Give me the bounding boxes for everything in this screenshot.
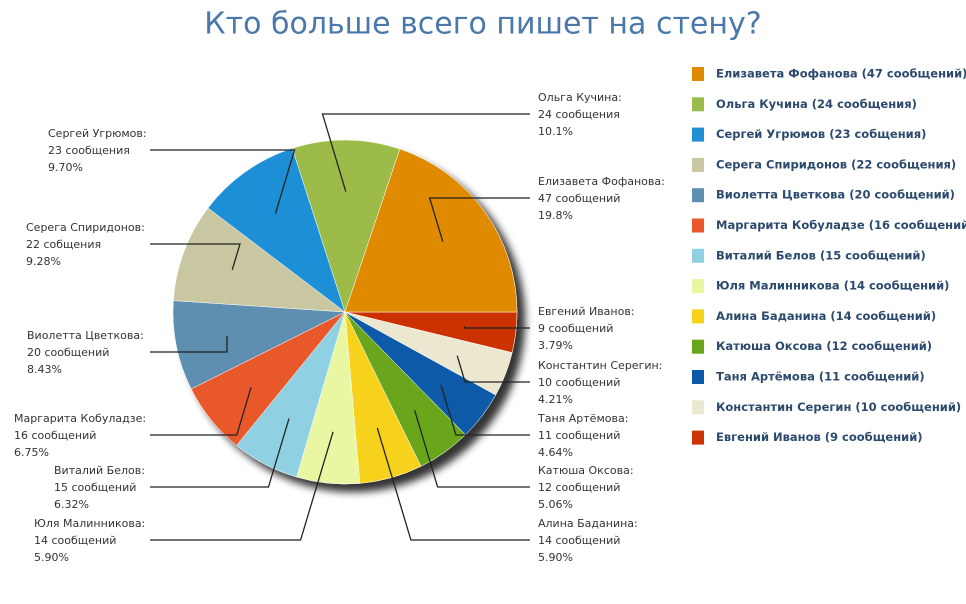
slice-label-percent: 4.64%: [538, 446, 573, 459]
legend-label: Константин Серегин (10 сообщений): [716, 400, 961, 414]
slice-label-count: 15 сообщений: [54, 481, 136, 494]
leader-line: [376, 427, 530, 541]
legend-swatch: [692, 430, 704, 445]
leader-line: [463, 326, 530, 329]
legend-swatch: [692, 370, 704, 384]
leader-line: [321, 113, 530, 192]
leader-line: [150, 418, 290, 488]
legend-label: Виолетта Цветкова (20 сообщений): [716, 188, 955, 202]
slice-label-count: 16 сообщений: [14, 429, 96, 442]
legend-label: Маргарита Кобуладзе (16 сообщений): [716, 218, 966, 232]
legend-swatch: [692, 400, 704, 415]
slice-label-count: 10 сообщений: [538, 376, 620, 389]
slice-label-name: Елизавета Фофанова:: [538, 175, 665, 188]
slice-label-percent: 5.90%: [538, 551, 573, 564]
leader-line: [150, 243, 241, 271]
legend-swatch: [692, 157, 704, 172]
chart-title: Кто больше всего пишет на стену?: [204, 7, 761, 42]
legend-swatch: [692, 248, 704, 263]
legend-swatch: [692, 127, 704, 142]
legend-label: Таня Артёмова (11 сообщений): [716, 370, 925, 384]
leader-line: [440, 384, 530, 436]
legend-label: Евгений Иванов (9 сообщений): [716, 430, 923, 444]
slice-label-percent: 6.32%: [54, 498, 89, 511]
slice-label-count: 24 сообщения: [538, 108, 620, 121]
slice-label-name: Маргарита Кобуладзе:: [14, 412, 146, 425]
slice-label-name: Виолетта Цветкова:: [27, 329, 144, 342]
slice-label-name: Серега Спиридонов:: [26, 221, 145, 234]
legend-swatch: [692, 188, 704, 203]
legend-swatch: [692, 67, 704, 81]
pie: [172, 139, 518, 485]
slice-label-percent: 5.06%: [538, 498, 573, 511]
slice-label-count: 47 сообщений: [538, 192, 620, 205]
slice-label-count: 20 сообщений: [27, 346, 109, 359]
slice-label-name: Алина Баданина:: [538, 517, 638, 530]
legend-swatch: [692, 339, 704, 354]
slice-label-count: 12 сообщений: [538, 481, 620, 494]
slice-label-name: Таня Артёмова:: [537, 412, 628, 425]
pie-slice: [291, 139, 401, 313]
slice-label-name: Ольга Кучина:: [538, 91, 622, 104]
slice-label-count: 23 сообщения: [48, 144, 130, 157]
pie-slice: [172, 300, 346, 390]
slice-label-percent: 8.43%: [27, 363, 62, 376]
slice-label-count: 11 сообщений: [538, 429, 620, 442]
legend-label: Елизавета Фофанова (47 сообщений): [716, 67, 966, 81]
slice-label-percent: 19.8%: [538, 209, 573, 222]
legend-label: Катюша Оксова (12 сообщений): [716, 339, 932, 353]
slice-label-count: 14 сообщений: [538, 534, 620, 547]
leader-line: [428, 197, 530, 242]
slice-label-name: Евгений Иванов:: [538, 305, 635, 318]
legend-swatch: [692, 97, 704, 112]
slice-label-name: Виталий Белов:: [54, 464, 145, 477]
legend-swatch: [692, 279, 704, 294]
leader-line: [413, 410, 530, 488]
legend-label: Виталий Белов (15 сообщений): [716, 248, 926, 262]
slice-label-percent: 3.79%: [538, 339, 573, 352]
slice-label-count: 9 сообщений: [538, 322, 613, 335]
leader-line: [150, 387, 252, 436]
legend-label: Алина Баданина (14 сообщений): [716, 309, 936, 323]
legend-label: Серега Спиридонов (22 сообщения): [716, 157, 956, 171]
leader-line: [150, 149, 296, 214]
leader-line: [150, 431, 334, 541]
pie-slice: [173, 207, 346, 313]
slice-label-percent: 9.70%: [48, 161, 83, 174]
slice-label-percent: 5.90%: [34, 551, 69, 564]
slice-label-percent: 4.21%: [538, 393, 573, 406]
legend-label: Ольга Кучина (24 сообщения): [716, 97, 917, 111]
slice-label-name: Юля Малинникова:: [34, 517, 145, 530]
legend-swatch: [692, 309, 704, 324]
leader-line: [456, 355, 530, 383]
slice-label-name: Сергей Угрюмов:: [48, 127, 147, 140]
slice-label-percent: 9.28%: [26, 255, 61, 268]
slice-label-name: Катюша Оксова:: [538, 464, 634, 477]
slice-label-percent: 10.1%: [538, 125, 573, 138]
legend-swatch: [692, 218, 704, 233]
slice-label-percent: 6.75%: [14, 446, 49, 459]
slice-label-name: Константин Серегин:: [538, 359, 662, 372]
slice-label-count: 22 собщения: [26, 238, 101, 251]
legend-label: Сергей Угрюмов (23 собщения): [716, 127, 926, 141]
legend-label: Юля Малинникова (14 сообщений): [716, 279, 949, 293]
slice-label-count: 14 сообщений: [34, 534, 116, 547]
pie-slice: [344, 148, 518, 313]
leader-line: [150, 335, 228, 353]
